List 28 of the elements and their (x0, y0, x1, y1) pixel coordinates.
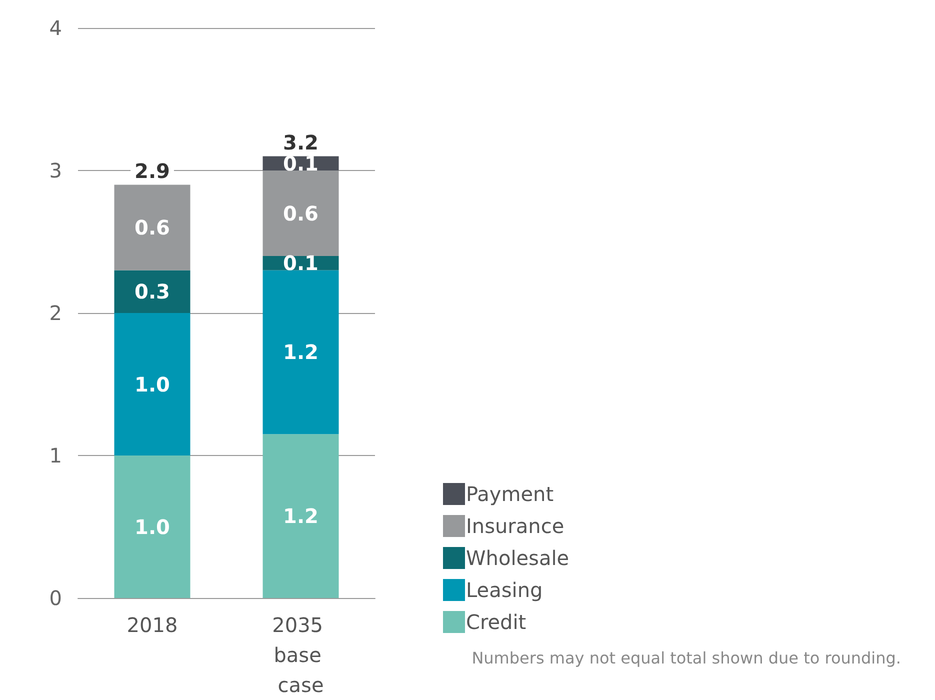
y-tick-label: 4 (49, 16, 62, 40)
y-tick-label: 1 (49, 444, 62, 468)
x-tick-label: 2018 (126, 613, 178, 637)
legend-label: Leasing (466, 578, 543, 602)
y-tick-label: 0 (49, 586, 62, 610)
legend-label: Wholesale (466, 546, 570, 570)
bar (114, 270, 190, 313)
legend-label: Credit (466, 610, 526, 634)
bar (262, 434, 339, 598)
data-label: 0.6 (283, 201, 318, 226)
data-label: 1.2 (283, 340, 318, 364)
legend-label: Payment (466, 482, 554, 506)
data-label: 1.2 (283, 504, 318, 528)
data-label: 1.0 (134, 372, 170, 396)
bar (114, 184, 190, 270)
text: Numbers may not equal total shown due to rounding. (472, 648, 901, 668)
data-label: 1.0 (134, 514, 170, 539)
total-label: 2.9 (134, 158, 170, 183)
data-label: 0.1 (283, 251, 318, 276)
data-label: 0.6 (134, 216, 170, 240)
legend-label: Insurance (466, 514, 564, 538)
bar (114, 313, 190, 456)
x-tick-label: 2035 base case (272, 613, 330, 697)
bar (262, 270, 339, 434)
y-tick-label: 3 (49, 158, 62, 182)
bar (114, 456, 190, 598)
data-label: 0.3 (134, 280, 170, 304)
y-tick-label: 2 (49, 301, 62, 325)
